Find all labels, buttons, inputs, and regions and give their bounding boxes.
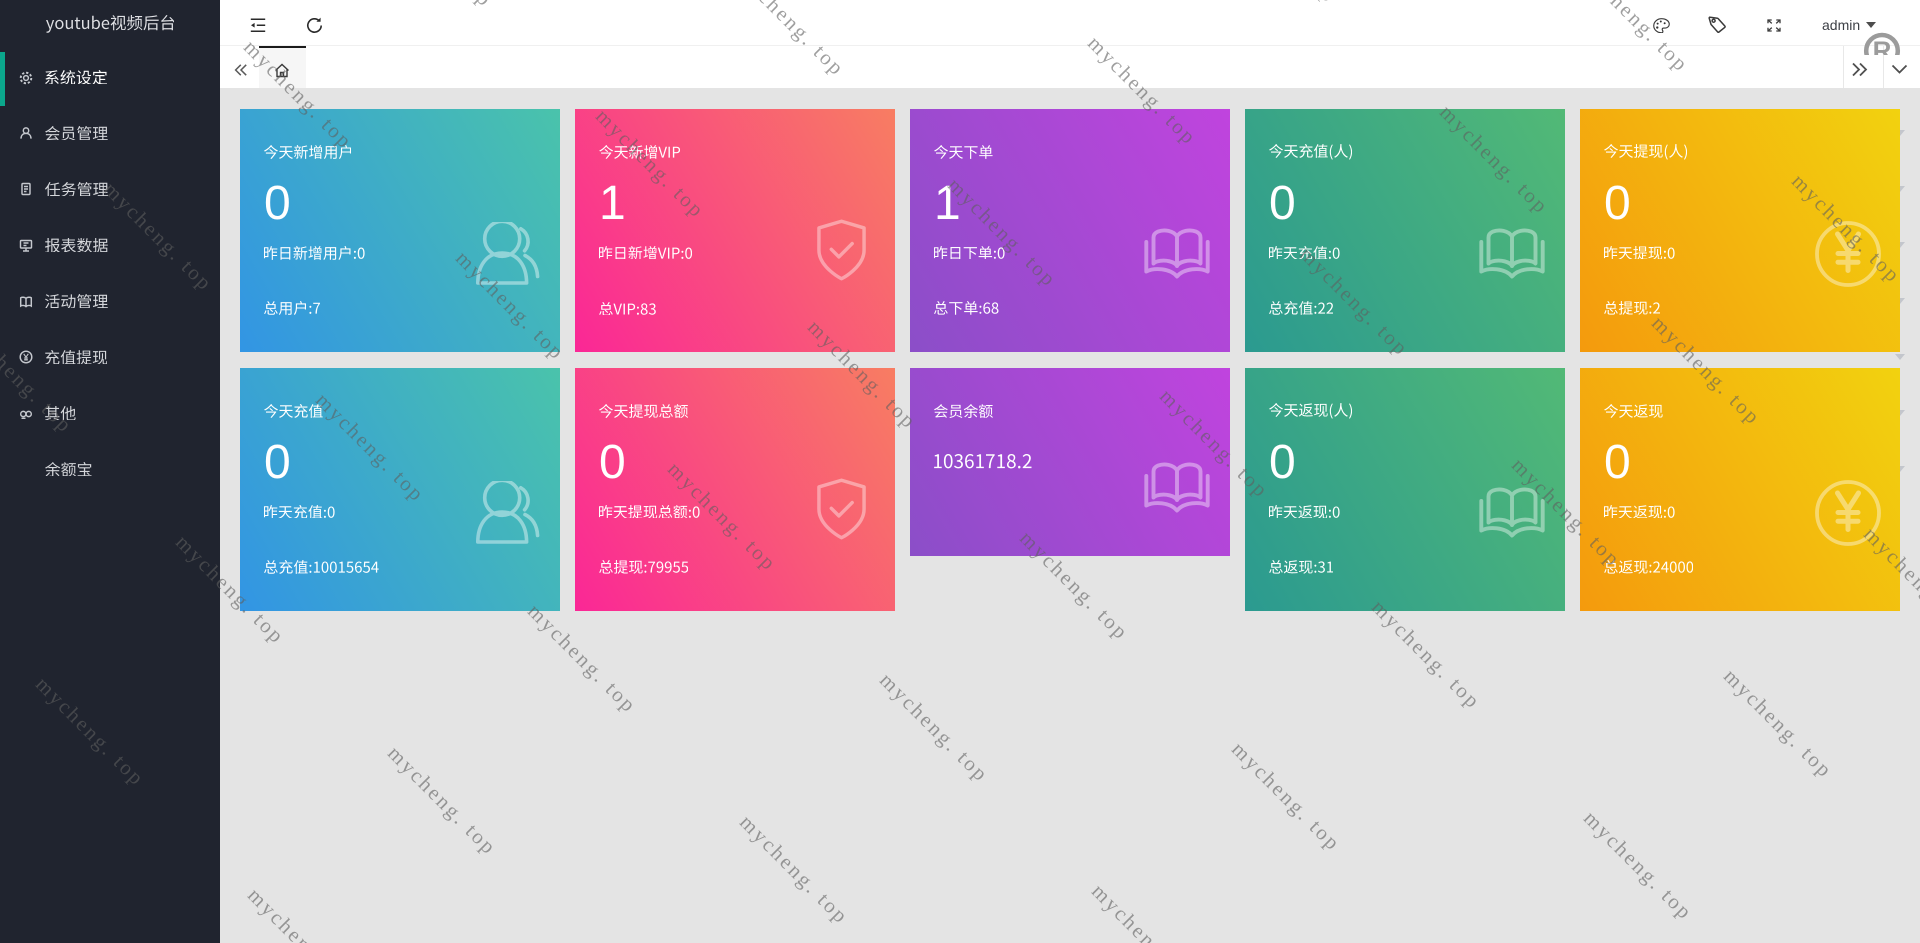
svg-text:R: R xyxy=(1873,36,1892,55)
